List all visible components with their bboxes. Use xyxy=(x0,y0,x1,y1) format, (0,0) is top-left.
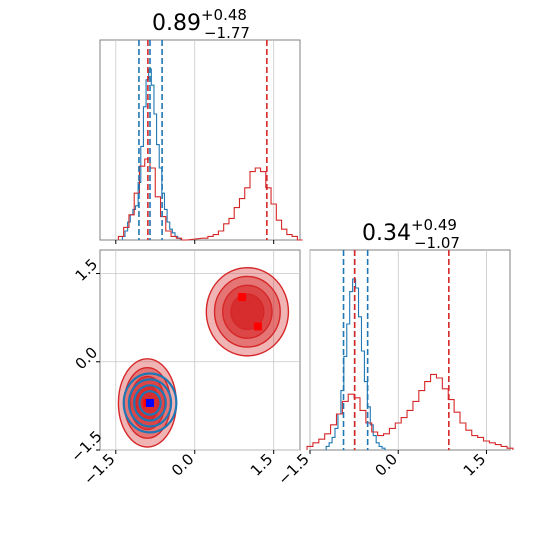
panel-marginal-param-2 xyxy=(306,249,514,451)
contour-level xyxy=(133,384,167,422)
marker-point xyxy=(253,322,262,331)
histogram-steps xyxy=(117,158,303,241)
contour-level xyxy=(122,372,178,434)
x-axis-ticks: −1.5 0.0 1.5 xyxy=(274,450,489,489)
tick-label: 0.0 xyxy=(168,450,198,480)
contour-level xyxy=(127,378,173,428)
quantile-lines xyxy=(342,250,450,450)
tick-label: 0.0 xyxy=(371,450,401,480)
histogram-series xyxy=(117,68,303,241)
title-param-1: 0.89+0.48 −1.77 xyxy=(152,6,250,42)
tick-label: 1.5 xyxy=(72,255,102,285)
contour-level xyxy=(138,390,162,416)
title-param-2: 0.34+0.49 −1.07 xyxy=(362,216,460,252)
panel-marginal-param-1 xyxy=(99,39,303,241)
grid-lines xyxy=(115,40,275,240)
quantile-lines xyxy=(138,40,268,240)
tick-label: −1.5 xyxy=(274,450,312,488)
grid-lines xyxy=(100,250,300,451)
marker-point xyxy=(146,398,154,407)
contour-level xyxy=(230,293,265,331)
marker-points xyxy=(143,293,262,407)
marker-point xyxy=(238,293,247,302)
panel-joint xyxy=(99,249,301,451)
tick-label: 1.5 xyxy=(247,450,277,480)
x-axis-ticks xyxy=(115,240,275,244)
histogram-series xyxy=(306,278,514,450)
histogram-steps xyxy=(325,278,386,450)
tick-label: 0.0 xyxy=(72,343,102,373)
tick-label: 1.5 xyxy=(460,450,490,480)
histogram-steps xyxy=(306,373,514,450)
grid-lines xyxy=(309,250,487,450)
x-axis-ticks: −1.5 0.0 1.5 xyxy=(80,450,277,489)
